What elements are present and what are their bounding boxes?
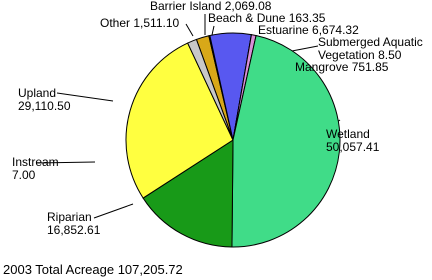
- value-label: 163.35: [288, 11, 326, 25]
- value-label: 7.00: [12, 168, 36, 182]
- slice-label: Estuarine 6,674.32: [258, 24, 359, 37]
- value-label: 8.50: [378, 48, 402, 62]
- slice-label: Instream 7.00: [12, 156, 59, 182]
- value-label: 16,852.61: [47, 223, 101, 237]
- value-label: 50,057.41: [326, 140, 380, 154]
- footer-text: 2003 Total Acreage: [3, 262, 115, 277]
- value-label: 6,674.32: [312, 23, 359, 37]
- pie-slice: [125, 42, 234, 199]
- pie-slice: [142, 139, 234, 248]
- category-label: Riparian: [47, 210, 92, 224]
- slice-label: Wetland 50,057.41: [326, 128, 379, 154]
- pie-slice: [231, 35, 341, 248]
- footer: 2003 Total Acreage 107,205.72: [3, 263, 183, 276]
- leader-line: [93, 203, 134, 219]
- slice-label: Mangrove 751.85: [295, 61, 388, 74]
- category-label: Wetland: [326, 127, 370, 141]
- leader-line: [35, 161, 96, 164]
- slice-label: Submerged Aquatic Vegetation 8.50: [318, 36, 430, 62]
- slice-label: Riparian 16,852.61: [47, 211, 100, 237]
- pie: [125, 32, 341, 248]
- category-label: Submerged Aquatic Vegetation: [318, 35, 423, 62]
- value-label: 29,110.50: [18, 99, 71, 113]
- value-label: 1,511.10: [133, 16, 180, 30]
- leader-line: [56, 92, 114, 102]
- slice-label: Other 1,511.10: [100, 17, 179, 30]
- category-label: Barrier Island: [150, 0, 222, 13]
- category-label: Other: [100, 16, 131, 30]
- pie-slice: [187, 38, 234, 141]
- category-label: Mangrove: [295, 60, 349, 74]
- leader-line: [211, 25, 215, 36]
- category-label: Estuarine: [258, 23, 309, 37]
- footer-value: 107,205.72: [117, 262, 183, 277]
- category-label: Instream: [12, 155, 59, 169]
- value-label: 751.85: [351, 60, 389, 74]
- slice-label: Barrier Island 2,069.08: [150, 0, 271, 13]
- value-label: 2,069.08: [224, 0, 272, 13]
- slice-label: Beach & Dune 163.35: [208, 12, 325, 25]
- category-label: Beach & Dune: [208, 11, 286, 25]
- leader-line: [185, 23, 194, 37]
- slice-label: Upland 29,110.50: [18, 87, 71, 113]
- category-label: Upland: [18, 86, 57, 100]
